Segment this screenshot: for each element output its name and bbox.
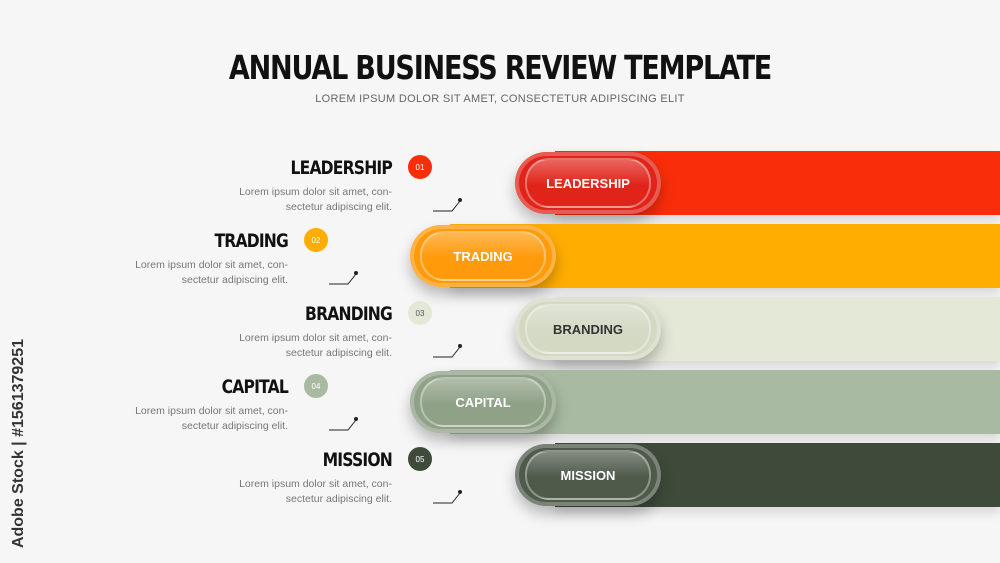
page-title: ANNUAL BUSINESS REVIEW TEMPLATE: [228, 48, 772, 87]
step-pill[interactable]: LEADERSHIP: [515, 152, 661, 214]
step-number-badge: 03: [408, 301, 432, 325]
step-row: LEADERSHIP LEADERSHIP Lorem ipsum dolor …: [0, 151, 1000, 215]
step-desc: sectetur adipiscing elit.: [285, 201, 392, 213]
step-number-badge: 05: [408, 447, 432, 471]
step-pill[interactable]: CAPITAL: [410, 371, 556, 433]
step-title: TRADING: [214, 230, 288, 252]
step-desc: sectetur adipiscing elit.: [181, 274, 288, 286]
step-number: 03: [415, 308, 425, 318]
step-number: 04: [311, 381, 321, 391]
pill-label: LEADERSHIP: [546, 175, 630, 191]
pill-label: BRANDING: [552, 321, 624, 337]
pill-label: TRADING: [453, 248, 513, 264]
page-subtitle: LOREM IPSUM DOLOR SIT AMET, CONSECTETUR …: [315, 93, 685, 105]
step-number: 05: [415, 454, 425, 464]
step-row: CAPITAL CAPITAL Lorem ipsum dolor sit am…: [0, 370, 1000, 434]
step-desc: Lorem ipsum dolor sit amet, con-: [239, 186, 392, 198]
step-desc: sectetur adipiscing elit.: [285, 493, 392, 505]
step-title: LEADERSHIP: [290, 157, 393, 179]
watermark: Adobe Stock | #1561379251: [10, 338, 27, 548]
step-label: LEADERSHIP Lorem ipsum dolor sit amet, c…: [92, 157, 393, 215]
step-number: 02: [311, 235, 321, 245]
step-desc: sectetur adipiscing elit.: [285, 347, 392, 359]
step-pill[interactable]: BRANDING: [515, 298, 661, 360]
pill-label: CAPITAL: [455, 394, 511, 410]
step-label: BRANDING Lorem ipsum dolor sit amet, con…: [92, 303, 393, 361]
step-pill[interactable]: TRADING: [410, 225, 556, 287]
step-number-badge: 04: [304, 374, 328, 398]
step-desc: Lorem ipsum dolor sit amet, con-: [239, 332, 392, 344]
step-row: BRANDING BRANDING Lorem ipsum dolor sit …: [0, 297, 1000, 361]
step-label: CAPITAL Lorem ipsum dolor sit amet, con-…: [0, 376, 289, 434]
step-number-badge: 02: [304, 228, 328, 252]
step-title: BRANDING: [305, 303, 393, 325]
step-title: CAPITAL: [221, 376, 289, 398]
step-row: TRADING TRADING Lorem ipsum dolor sit am…: [0, 224, 1000, 288]
step-desc: sectetur adipiscing elit.: [181, 420, 288, 432]
step-pill[interactable]: MISSION: [515, 444, 661, 506]
step-title: MISSION: [322, 449, 393, 471]
step-number-badge: 01: [408, 155, 432, 179]
connector-line-icon: [433, 344, 462, 358]
step-label: TRADING Lorem ipsum dolor sit amet, con-…: [0, 230, 289, 288]
step-desc: Lorem ipsum dolor sit amet, con-: [135, 259, 288, 271]
step-number: 01: [415, 162, 425, 172]
step-desc: Lorem ipsum dolor sit amet, con-: [135, 405, 288, 417]
step-label: MISSION Lorem ipsum dolor sit amet, con-…: [92, 449, 393, 507]
pill-label: MISSION: [560, 467, 616, 483]
step-row: MISSION MISSION Lorem ipsum dolor sit am…: [0, 443, 1000, 507]
connector-line-icon: [329, 417, 358, 431]
connector-line-icon: [433, 198, 462, 212]
connector-line-icon: [329, 271, 358, 285]
step-desc: Lorem ipsum dolor sit amet, con-: [239, 478, 392, 490]
connector-line-icon: [433, 490, 462, 504]
